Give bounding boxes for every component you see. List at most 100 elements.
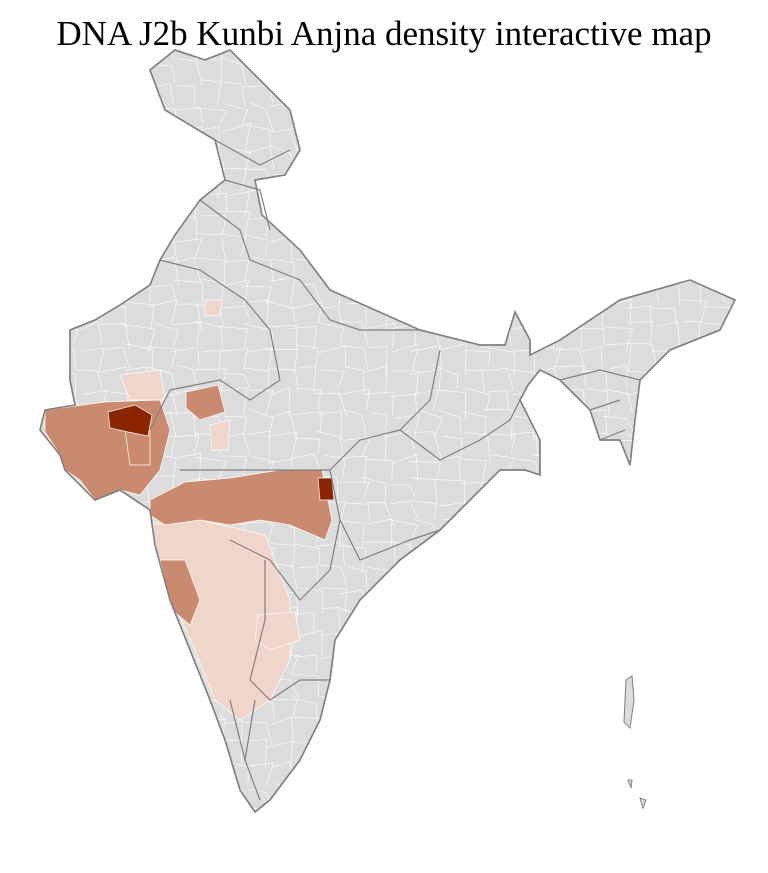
district-boundary bbox=[655, 478, 680, 504]
district-boundary bbox=[552, 213, 585, 243]
district-boundary bbox=[535, 122, 563, 148]
district-boundary bbox=[534, 547, 559, 572]
district-boundary bbox=[505, 124, 531, 149]
district-boundary bbox=[457, 145, 491, 169]
district-boundary bbox=[603, 234, 636, 264]
district-boundary bbox=[81, 105, 104, 125]
district-boundary bbox=[50, 169, 83, 194]
district-boundary bbox=[223, 191, 251, 217]
district-boundary bbox=[703, 695, 726, 727]
district-boundary bbox=[318, 813, 345, 836]
district-boundary bbox=[122, 301, 155, 330]
district-boundary bbox=[655, 102, 679, 128]
district-boundary bbox=[461, 590, 488, 609]
district-boundary bbox=[170, 784, 202, 812]
district-boundary bbox=[274, 173, 299, 194]
district-boundary bbox=[608, 589, 632, 611]
district-boundary bbox=[558, 456, 587, 480]
region-medium-density-rajasthan-south[interactable] bbox=[185, 384, 226, 421]
district-boundary bbox=[200, 215, 227, 234]
region-high-density-east-maharashtra[interactable] bbox=[317, 477, 335, 501]
andaman-nicobar-islands[interactable] bbox=[623, 675, 647, 810]
region-low-density-telangana[interactable] bbox=[254, 611, 301, 651]
district-boundary bbox=[361, 477, 386, 506]
district-boundary bbox=[225, 260, 250, 283]
district-boundary bbox=[415, 699, 444, 718]
district-boundary bbox=[530, 786, 563, 812]
district-boundary bbox=[533, 654, 561, 678]
district-boundary bbox=[633, 410, 655, 441]
district-boundary bbox=[346, 761, 369, 788]
district-boundary bbox=[726, 721, 735, 742]
district-boundary bbox=[338, 213, 370, 242]
district-boundary bbox=[97, 323, 130, 350]
district-boundary bbox=[106, 738, 128, 764]
district-boundary bbox=[40, 454, 54, 479]
district-boundary bbox=[362, 365, 388, 396]
district-boundary bbox=[338, 146, 365, 168]
district-boundary bbox=[81, 718, 103, 740]
district-boundary bbox=[625, 59, 659, 88]
district-boundary bbox=[607, 194, 635, 216]
district-boundary bbox=[149, 695, 172, 719]
region-low-density-rajasthan[interactable] bbox=[204, 299, 223, 317]
district-boundary bbox=[555, 764, 585, 793]
district-boundary bbox=[224, 103, 249, 126]
district-boundary bbox=[409, 369, 442, 392]
district-boundary bbox=[202, 740, 227, 768]
district-boundary bbox=[292, 59, 321, 86]
district-boundary bbox=[482, 282, 508, 301]
district-boundary bbox=[201, 349, 221, 373]
district-boundary bbox=[125, 215, 148, 234]
region-low-density-mp[interactable] bbox=[209, 419, 231, 451]
district-boundary bbox=[442, 435, 463, 460]
region-high-density-banaskantha[interactable] bbox=[107, 404, 153, 437]
district-boundary bbox=[40, 167, 57, 198]
district-boundary bbox=[633, 477, 658, 505]
district-boundary bbox=[266, 56, 298, 82]
district-boundary bbox=[673, 720, 707, 746]
district-boundary bbox=[51, 672, 81, 703]
district-boundary bbox=[553, 255, 580, 282]
district-boundary bbox=[122, 170, 150, 192]
district-boundary bbox=[314, 84, 344, 108]
district-boundary bbox=[226, 146, 251, 173]
region-medium-density-maharashtra[interactable] bbox=[149, 469, 333, 541]
district-boundary bbox=[463, 58, 486, 89]
district-boundary bbox=[607, 211, 630, 236]
district-boundary bbox=[651, 696, 680, 721]
district-boundary bbox=[481, 108, 512, 133]
district-boundary bbox=[505, 235, 540, 259]
district-boundary bbox=[250, 257, 274, 282]
district-boundary bbox=[127, 107, 153, 132]
district-boundary bbox=[78, 585, 105, 608]
district-boundary bbox=[103, 58, 125, 80]
district-boundary bbox=[244, 722, 272, 745]
district-boundary bbox=[721, 545, 735, 573]
district-boundary bbox=[657, 562, 682, 589]
district-boundary bbox=[601, 477, 633, 507]
district-boundary bbox=[674, 739, 705, 768]
district-boundary bbox=[80, 321, 103, 345]
district-boundary bbox=[514, 563, 537, 588]
district-boundary bbox=[58, 788, 80, 812]
district-boundary bbox=[699, 520, 732, 545]
district-boundary bbox=[461, 123, 489, 151]
district-boundary bbox=[701, 214, 731, 242]
district-boundary bbox=[102, 283, 129, 302]
district-boundary bbox=[345, 366, 365, 392]
district-boundary bbox=[290, 301, 323, 322]
district-boundary bbox=[127, 233, 153, 261]
district-boundary bbox=[270, 276, 296, 303]
district-boundary bbox=[292, 612, 315, 636]
district-boundary bbox=[483, 695, 515, 721]
district-boundary bbox=[40, 323, 52, 344]
district-boundary bbox=[271, 386, 290, 418]
district-boundary bbox=[146, 764, 176, 790]
district-boundary bbox=[582, 546, 607, 567]
district-boundary bbox=[390, 394, 417, 414]
district-boundary bbox=[435, 366, 458, 389]
district-boundary bbox=[394, 213, 418, 238]
district-boundary bbox=[482, 233, 513, 262]
